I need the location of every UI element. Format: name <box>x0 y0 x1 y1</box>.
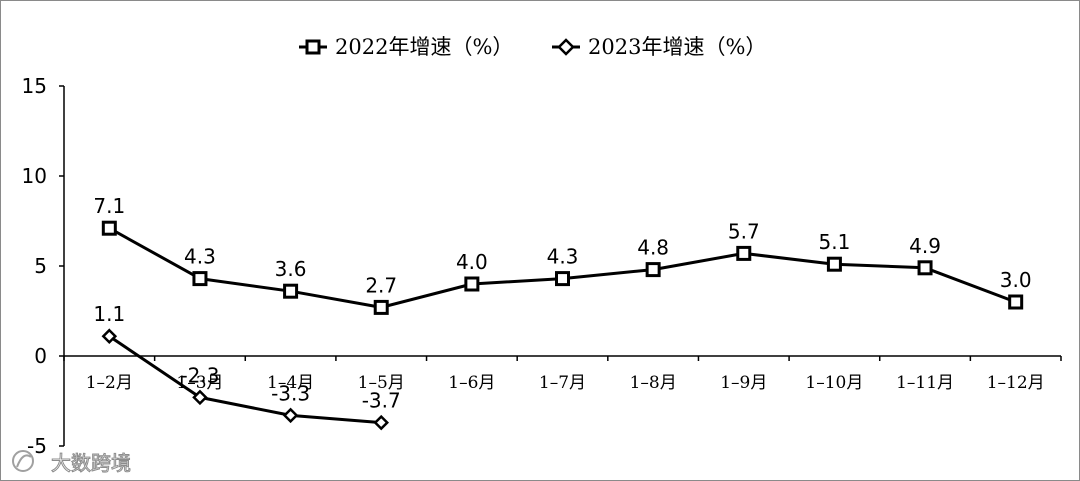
data-point-square <box>283 283 299 299</box>
data-point-diamond <box>101 328 118 344</box>
data-label: 2.7 <box>365 273 397 297</box>
data-label: 4.3 <box>547 245 579 269</box>
data-point-square <box>917 260 933 276</box>
data-label: 7.1 <box>93 194 125 218</box>
y-tick-label: 15 <box>22 74 47 98</box>
series-line-1 <box>108 334 382 425</box>
x-tick-label: 1–4月 <box>267 373 314 393</box>
legend-label-2023: 2023年增速（%） <box>588 35 766 59</box>
watermark-text: 大数跨境 <box>51 451 131 475</box>
x-tick-label: 1–5月 <box>358 373 405 393</box>
legend-marker-diamond-icon <box>557 38 575 56</box>
data-label: 5.7 <box>728 219 760 243</box>
data-label: 4.8 <box>637 236 669 260</box>
legend-item-2022: 2022年增速（%） <box>299 35 513 59</box>
x-tick-label: 1–11月 <box>896 373 954 393</box>
x-tick-label: 1–8月 <box>630 373 677 393</box>
data-label: 3.6 <box>275 257 307 281</box>
data-label: -3.7 <box>362 389 401 413</box>
legend-marker-square-icon <box>305 39 321 55</box>
data-point-square <box>736 245 752 261</box>
data-point-square <box>826 256 842 272</box>
data-point-square <box>645 262 661 278</box>
data-point-diamond <box>282 407 299 424</box>
data-label: 1.1 <box>93 302 125 326</box>
data-point-square <box>464 276 480 292</box>
data-point-diamond <box>192 389 208 406</box>
data-point-square <box>101 220 117 236</box>
data-label: 3.0 <box>1000 268 1032 292</box>
data-point-square <box>555 271 570 287</box>
data-point-square <box>373 299 389 315</box>
x-tick-label: 1–6月 <box>448 373 495 393</box>
watermark-logo-icon <box>12 450 34 472</box>
data-labels: 7.1 4.3 3.6 2.7 4.0 4.3 4.8 5.7 5.1 4.9 3.0 1.1 -2.3… <box>93 194 1031 412</box>
x-tick-label: 1–10月 <box>805 373 863 393</box>
legend-item-2023: 2023年增速（%） <box>552 35 766 59</box>
data-point-diamond <box>373 414 389 431</box>
data-label: 4.3 <box>184 245 216 269</box>
watermark: 大数跨境 <box>12 450 132 476</box>
x-tick-label: 1–12月 <box>987 373 1045 393</box>
y-tick-label: 5 <box>34 254 47 278</box>
data-label: 5.1 <box>819 230 851 254</box>
y-tick-label: -5 <box>27 434 47 458</box>
legend: 2022年增速（%） 2023年增速（%） <box>299 35 766 59</box>
data-point-square <box>192 271 208 287</box>
data-label: -3.3 <box>271 381 310 405</box>
data-label: 4.0 <box>456 250 488 274</box>
x-tick-label: 1–9月 <box>720 373 767 393</box>
x-tick-label: 1–2月 <box>86 373 133 393</box>
x-tick-label: 1–7月 <box>539 373 586 393</box>
data-label: -2.3 <box>180 363 219 387</box>
data-label: 4.9 <box>909 234 941 258</box>
y-tick-label: 10 <box>22 164 47 188</box>
series <box>101 220 1024 431</box>
legend-label-2022: 2022年增速（%） <box>335 35 513 59</box>
data-point-square <box>1008 294 1024 310</box>
y-tick-label: 0 <box>34 344 47 368</box>
